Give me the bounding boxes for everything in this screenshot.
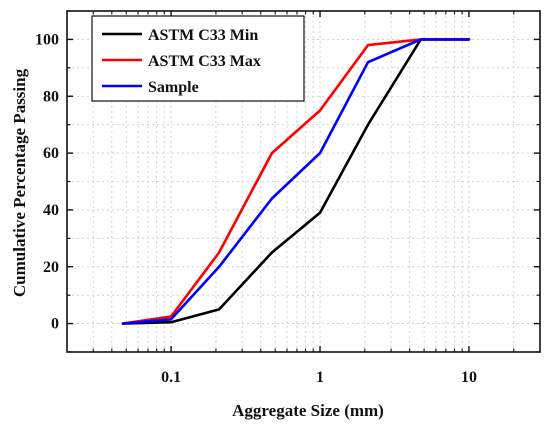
y-axis-title: Cumulative Percentage Passing [10,68,29,297]
y-tick-label: 100 [35,31,59,48]
axis-ticks: 0 20 40 60 80 100 0.1 1 10 [35,10,540,386]
y-tick-label: 60 [43,145,59,162]
y-tick-label: 40 [43,202,59,219]
legend-label-1: ASTM C33 Min [148,27,258,44]
series-lines [121,38,471,325]
legend: ASTM C33 Min ASTM C33 Max Sample [91,15,305,102]
series-line-1 [121,38,471,325]
x-axis-title: Aggregate Size (mm) [232,401,384,420]
legend-label-3: Sample [148,79,199,96]
x-tick-label: 10 [461,369,477,386]
series-line-3 [121,38,471,325]
series-line-2 [121,38,471,325]
y-tick-label: 80 [43,88,59,105]
y-tick-label: 20 [43,259,59,276]
x-tick-label: 0.1 [161,369,181,386]
x-tick-label: 1 [316,369,324,386]
y-tick-label: 0 [51,316,59,333]
legend-label-2: ASTM C33 Max [148,53,261,70]
